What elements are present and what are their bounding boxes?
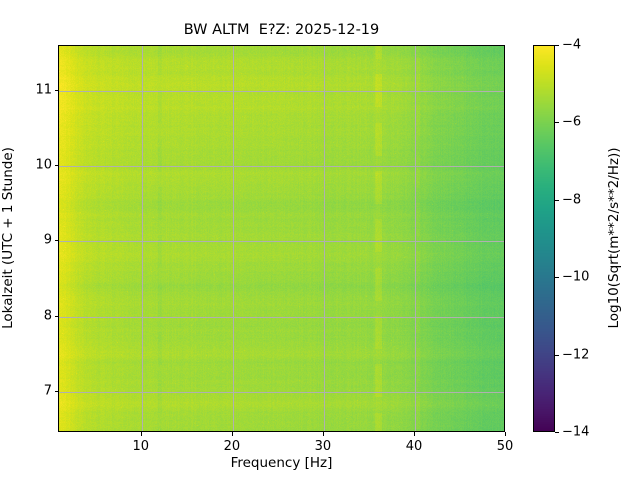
- y-tick-label: 7: [43, 383, 52, 399]
- colorbar-tick-mark: [555, 199, 559, 201]
- colorbar-tick-label: −12: [562, 347, 590, 363]
- colorbar: [533, 45, 555, 432]
- colorbar-tick-mark: [555, 354, 559, 356]
- colorbar-tick-mark: [555, 45, 559, 46]
- colorbar-tick-mark: [555, 122, 559, 124]
- colorbar-tick-label: −14: [562, 424, 590, 440]
- colorbar-label: Log10(Sqrt(m**2/s**2/Hz)): [606, 147, 622, 329]
- y-tick-mark: [54, 165, 58, 167]
- colorbar-tick-label: −4: [562, 37, 582, 53]
- y-tick-mark: [54, 90, 58, 92]
- spectrogram-axes: [58, 45, 505, 432]
- x-tick-label: 50: [496, 439, 514, 454]
- colorbar-tick-label: −10: [562, 269, 590, 285]
- colorbar-tick-mark: [555, 432, 559, 433]
- x-tick-mark: [414, 432, 415, 436]
- y-tick-mark: [54, 390, 58, 392]
- x-tick-label: 20: [223, 439, 241, 454]
- y-tick-mark: [54, 240, 58, 242]
- y-tick-label: 8: [43, 308, 52, 323]
- x-tick-label: 40: [405, 439, 423, 454]
- y-tick-label: 11: [35, 82, 52, 98]
- y-tick-label: 10: [35, 157, 52, 173]
- x-tick-mark: [140, 432, 142, 436]
- y-tick-mark: [54, 315, 58, 317]
- colorbar-tick-label: −8: [562, 192, 582, 208]
- page-title: BW ALTM E?Z: 2025-12-19: [183, 22, 380, 38]
- y-axis-label: Lokalzeit (UTC + 1 Stunde): [0, 147, 16, 329]
- colorbar-tick-mark: [555, 277, 559, 279]
- x-tick-mark: [505, 432, 506, 436]
- x-axis-label: Frequency [Hz]: [230, 455, 333, 471]
- x-tick-mark: [322, 432, 324, 436]
- colorbar-tick-label: −6: [562, 114, 582, 130]
- y-tick-label: 9: [43, 232, 52, 248]
- x-tick-label: 10: [132, 439, 150, 454]
- spectrogram-image: [59, 46, 504, 431]
- x-tick-mark: [231, 432, 233, 436]
- x-tick-label: 30: [314, 439, 332, 454]
- colorbar-gradient: [534, 46, 554, 431]
